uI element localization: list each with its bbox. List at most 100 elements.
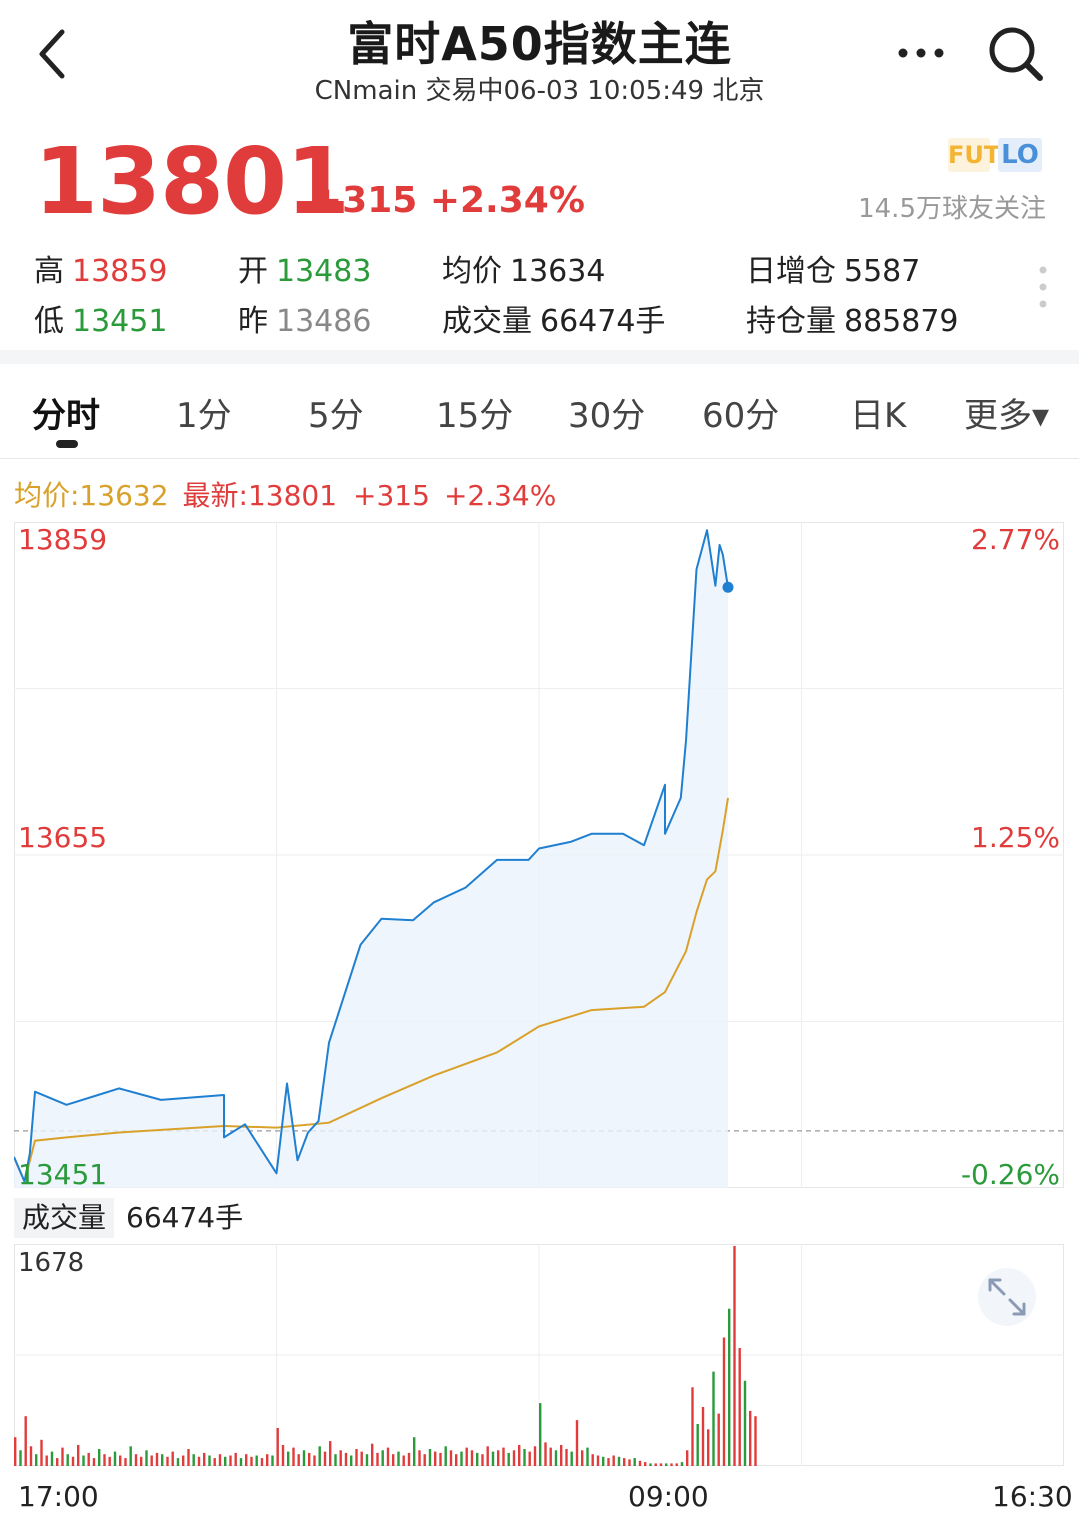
volume-bar (560, 1445, 563, 1466)
volume-bar (271, 1455, 274, 1466)
fullscreen-expand-icon[interactable] (978, 1268, 1036, 1326)
volume-bar (670, 1463, 673, 1466)
volume-bar (203, 1452, 206, 1466)
volume-bar (250, 1456, 253, 1466)
volume-bar (92, 1458, 96, 1466)
search-icon[interactable] (984, 22, 1046, 84)
volume-bar (617, 1456, 621, 1466)
fut-badge[interactable]: FUT (948, 138, 1000, 172)
tab-15min[interactable]: 15分 (436, 396, 514, 436)
tab-intraday[interactable]: 分时 (32, 396, 100, 436)
volume-bar (276, 1428, 279, 1466)
tab-indicator (56, 440, 78, 448)
volume-bar (754, 1416, 757, 1466)
y-axis-high-label: 13859 (18, 523, 107, 556)
volume-bar (297, 1454, 300, 1466)
volume-bar (124, 1458, 127, 1466)
volume-bar (171, 1451, 174, 1466)
volume-bar (602, 1456, 605, 1466)
volume-bar (182, 1455, 185, 1466)
volume-bar (224, 1456, 227, 1466)
market-status: CNmain 交易中06-03 10:05:49 北京 (314, 76, 765, 106)
page-title: 富时A50指数主连 (347, 17, 732, 71)
volume-bar (413, 1437, 416, 1466)
volume-bar (402, 1455, 405, 1466)
lo-badge[interactable]: LO (998, 138, 1042, 172)
volume-bar (418, 1450, 421, 1466)
volume-bar (512, 1450, 516, 1466)
volume-bar (14, 1437, 17, 1466)
volume-bar (591, 1454, 594, 1466)
chart-legend: 均价:13632 最新:13801 +315 +2.34% (14, 474, 556, 514)
y-axis-low-pct-label: -0.26% (961, 1158, 1060, 1188)
volume-bar (497, 1450, 500, 1466)
volume-bar (329, 1441, 332, 1466)
volume-bar (528, 1451, 531, 1466)
volume-chart[interactable] (14, 1244, 1064, 1466)
followers-count[interactable]: 14.5万球友关注 (858, 194, 1046, 224)
volume-bar (35, 1454, 38, 1466)
volume-bar (371, 1443, 374, 1466)
tab-daily-k[interactable]: 日K (850, 396, 907, 436)
volume-bar (260, 1458, 264, 1466)
volume-bar (549, 1447, 552, 1466)
last-price: 13801 (34, 128, 350, 235)
more-options-icon[interactable] (896, 28, 946, 78)
volume-bar (465, 1447, 468, 1466)
volume-bar (717, 1413, 720, 1466)
intraday-price-chart[interactable]: 13859 13655 13451 2.77% 1.25% -0.26% (14, 522, 1064, 1188)
volume-bar (266, 1454, 269, 1466)
volume-bar (686, 1450, 689, 1466)
volume-bar (491, 1451, 495, 1466)
volume-bar (40, 1439, 43, 1466)
volume-bar (392, 1454, 395, 1466)
volume-bar (675, 1463, 678, 1466)
tab-30min[interactable]: 30分 (568, 396, 646, 436)
latest-price-dot (722, 581, 734, 593)
volume-bar (575, 1420, 579, 1466)
volume-bar (696, 1424, 699, 1466)
volume-bar (586, 1447, 589, 1466)
volume-bar (449, 1450, 453, 1466)
volume-bar (455, 1454, 458, 1466)
volume-bar (544, 1442, 547, 1466)
volume-bar (229, 1455, 232, 1466)
volume-bar (659, 1463, 663, 1466)
expand-stats-icon[interactable] (1036, 262, 1050, 312)
volume-bar (665, 1463, 668, 1466)
volume-bar (444, 1446, 447, 1466)
tab-5min[interactable]: 5分 (308, 396, 364, 436)
volume-bar (607, 1458, 610, 1466)
volume-bar (61, 1447, 64, 1466)
back-arrow-icon[interactable] (34, 26, 74, 82)
legend-change-points: +315 (353, 479, 430, 512)
volume-bar (376, 1452, 379, 1466)
stat-high: 高 13859 (34, 254, 168, 289)
tab-1min[interactable]: 1分 (176, 396, 232, 436)
volume-bar (323, 1451, 327, 1466)
volume-bar (197, 1456, 201, 1466)
legend-change-pct: +2.34% (443, 479, 557, 512)
volume-bar (66, 1454, 69, 1466)
volume-bar (476, 1452, 479, 1466)
volume-bar (365, 1454, 369, 1466)
volume-bar (56, 1458, 59, 1466)
volume-bar (155, 1452, 159, 1466)
tab-60min[interactable]: 60分 (702, 396, 780, 436)
volume-bar (29, 1446, 33, 1466)
volume-bar (313, 1455, 316, 1466)
volume-bar (397, 1451, 400, 1466)
tab-more[interactable]: 更多▾ (964, 396, 1050, 436)
volume-label: 成交量 (14, 1198, 115, 1238)
volume-bar (507, 1452, 510, 1466)
volume-bar (166, 1456, 169, 1466)
volume-bar (129, 1446, 132, 1466)
volume-bar (281, 1445, 285, 1466)
volume-bar (470, 1450, 474, 1466)
price-line (14, 529, 729, 1183)
volume-bar (87, 1452, 90, 1466)
volume-bar (239, 1458, 243, 1466)
volume-bar (140, 1456, 143, 1466)
volume-bar (434, 1451, 437, 1466)
volume-bar (570, 1451, 573, 1466)
